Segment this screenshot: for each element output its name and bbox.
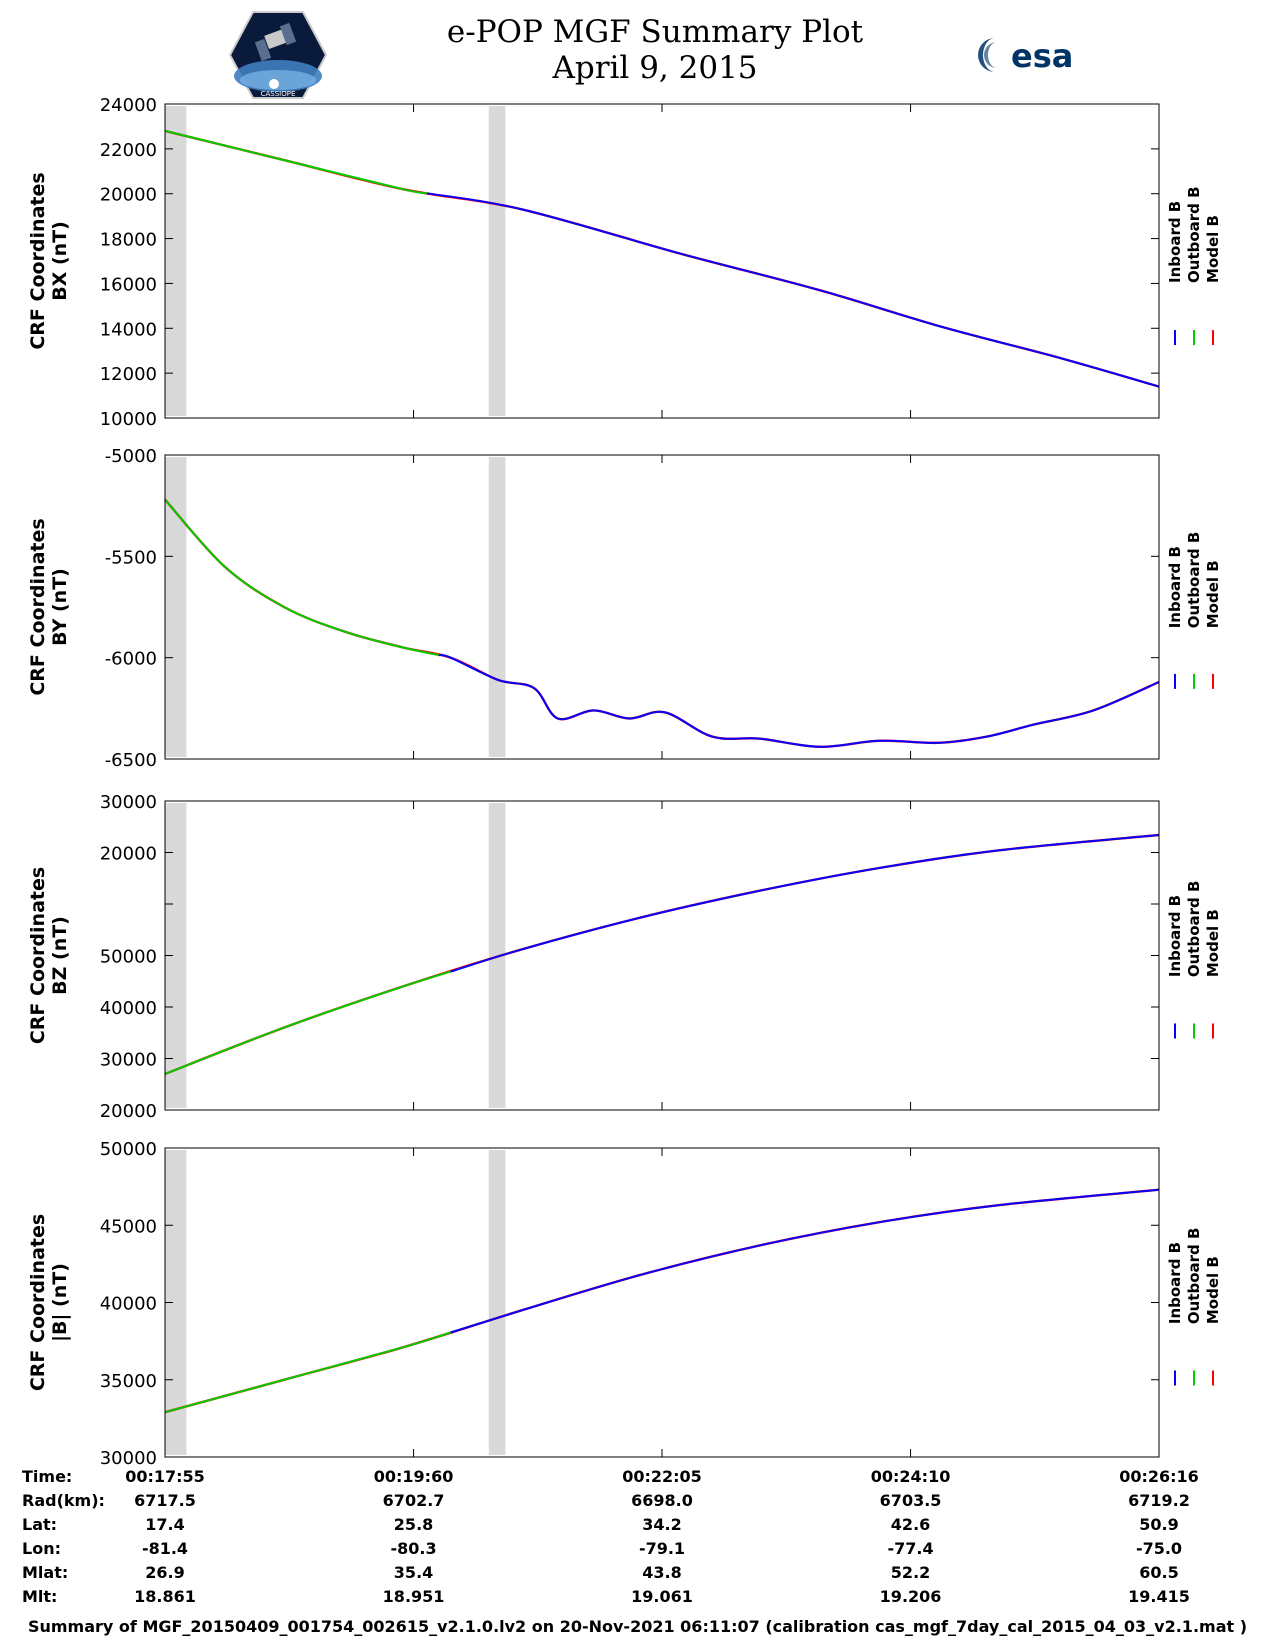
- y-axis-label-line-2: |B| (nT): [49, 1263, 71, 1342]
- legend-label: Outboard B: [1185, 881, 1203, 978]
- title-line-1: e-POP MGF Summary Plot: [446, 14, 864, 50]
- y-axis-label-line-1: CRF Coordinates: [27, 172, 49, 349]
- plot-frame: [164, 1147, 1160, 1458]
- legend-label: Outboard B: [1185, 186, 1203, 283]
- y-tick-label: -5500: [105, 547, 157, 568]
- esa-logo: esa: [978, 37, 1073, 75]
- data-gap-band: [165, 457, 187, 757]
- series-line-model-b: [164, 498, 1160, 749]
- y-axis-label-line-2: BX (nT): [49, 221, 71, 301]
- legend-label: Model B: [1204, 560, 1222, 628]
- legend-label: Inboard B: [1166, 1242, 1184, 1324]
- y-tick-label: -6000: [105, 649, 157, 670]
- y-tick-label: 20000: [100, 844, 157, 865]
- data-gap-band: [165, 803, 187, 1108]
- series-line-inboard-b: [450, 1188, 1160, 1334]
- series-line-inboard-b: [426, 192, 1160, 388]
- y-axis-label: CRF CoordinatesBZ (nT): [27, 867, 71, 1044]
- data-gap-band: [488, 106, 506, 416]
- y-tick-label: 40000: [100, 1294, 157, 1315]
- y-axis-label-line-1: CRF Coordinates: [27, 1214, 49, 1391]
- plot-frame: [164, 454, 1160, 760]
- y-tick-label: 40000: [100, 998, 157, 1019]
- legend-label: Model B: [1204, 1256, 1222, 1324]
- cassiope-logo-text: CASSIOPE: [261, 90, 296, 98]
- legend-label: Inboard B: [1166, 201, 1184, 283]
- y-tick-label: 14000: [100, 319, 157, 340]
- series-line-outboard-b: [164, 129, 428, 195]
- panel-3: 20000 30000 40000 50000 20000 30000 CRF Coordi…: [27, 792, 1222, 1122]
- y-tick-label: 20000: [100, 185, 157, 206]
- y-tick-label: 35000: [100, 1371, 157, 1392]
- panel-4: 30000 35000 40000 45000 50000 CRF Coordinates…: [27, 1139, 1222, 1469]
- y-tick-label: -5000: [105, 446, 157, 467]
- y-tick-label: 50000: [100, 1139, 157, 1160]
- series-line-outboard-b: [164, 498, 439, 657]
- legend-label: Inboard B: [1166, 546, 1184, 628]
- cassiope-logo: CASSIOPE: [228, 11, 328, 99]
- y-axis-label: CRF CoordinatesBX (nT): [27, 172, 71, 349]
- y-tick-label: 10000: [100, 409, 157, 430]
- title-line-2: April 9, 2015: [552, 50, 758, 86]
- y-tick-label: 30000: [100, 792, 157, 813]
- y-axis-label-line-2: BZ (nT): [49, 916, 71, 995]
- y-axis-label: CRF Coordinates|B| (nT): [27, 1214, 71, 1391]
- y-axis-label-line-2: BY (nT): [49, 568, 71, 646]
- y-tick-label: 20000: [100, 1101, 157, 1122]
- data-gap-band: [165, 106, 187, 416]
- y-tick-label: 22000: [100, 140, 157, 161]
- series-line-model-b: [164, 833, 1160, 1076]
- page-title: e-POP MGF Summary Plot April 9, 2015: [0, 14, 1275, 86]
- series-line-inboard-b: [438, 654, 1160, 748]
- legend-label: Model B: [1204, 215, 1222, 283]
- data-gap-band: [488, 1150, 506, 1455]
- y-axis-label: CRF CoordinatesBY (nT): [27, 518, 71, 695]
- y-tick-label: 30000: [100, 1050, 157, 1071]
- legend-label: Outboard B: [1185, 532, 1203, 629]
- y-tick-label: 18000: [100, 230, 157, 251]
- series-line-model-b: [164, 1188, 1160, 1414]
- y-tick-label: 50000: [100, 947, 157, 968]
- y-tick-label: -6500: [105, 750, 157, 771]
- y-tick-label: 16000: [100, 274, 157, 295]
- plot-frame: [164, 800, 1160, 1111]
- y-tick-label: 45000: [100, 1216, 157, 1237]
- y-axis-label-line-1: CRF Coordinates: [27, 518, 49, 695]
- esa-logo-text: esa: [1011, 37, 1073, 75]
- legend-label: Model B: [1204, 909, 1222, 977]
- series-line-outboard-b: [164, 970, 451, 1075]
- plot-frame: [164, 103, 1160, 419]
- data-gap-band: [165, 1150, 187, 1455]
- panel-1: 10000 12000 14000 16000 18000 20000 22000 24000…: [27, 95, 1222, 430]
- series-line-model-b: [164, 129, 1160, 388]
- y-axis-label-line-1: CRF Coordinates: [27, 867, 49, 1044]
- data-gap-band: [488, 457, 506, 757]
- panel-2: -6500 -6000 -5500 -5000 CRF CoordinatesBY (n…: [27, 446, 1222, 771]
- series-line-outboard-b: [164, 1331, 451, 1414]
- footer-summary: Summary of MGF_20150409_001754_002615_v2…: [27, 1617, 1248, 1636]
- y-tick-label: 24000: [100, 95, 157, 116]
- series-line-inboard-b: [450, 834, 1160, 973]
- y-tick-label: 30000: [100, 1448, 157, 1469]
- legend-label: Outboard B: [1185, 1228, 1203, 1325]
- legend-label: Inboard B: [1166, 895, 1184, 977]
- y-tick-label: 12000: [100, 364, 157, 385]
